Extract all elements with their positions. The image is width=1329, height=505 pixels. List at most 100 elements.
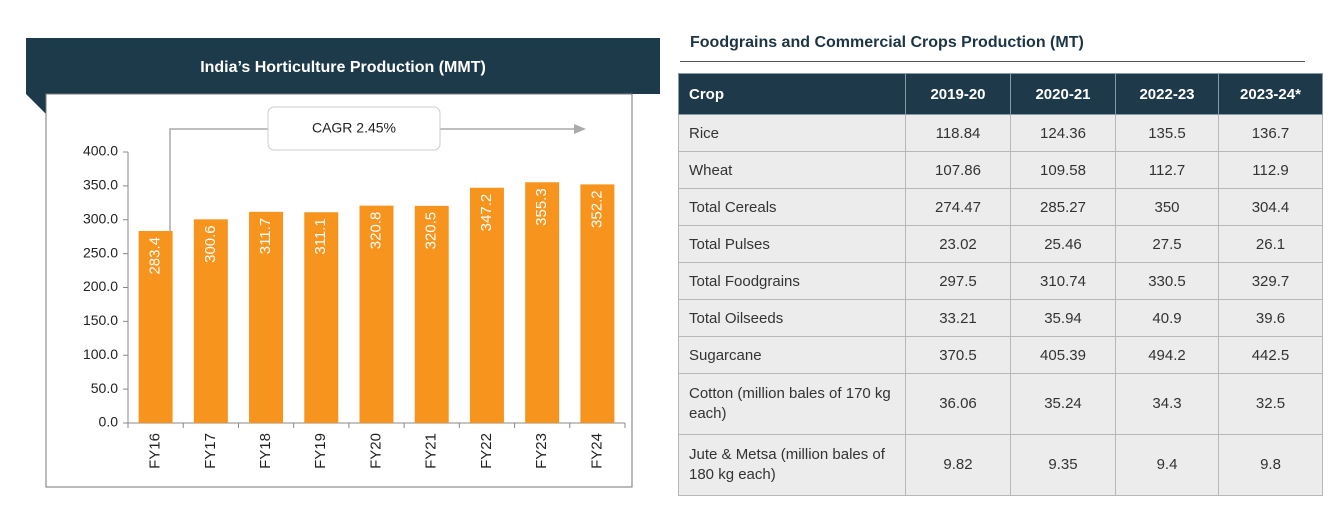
bar	[580, 184, 615, 423]
value-cell: 109.58	[1010, 151, 1116, 189]
x-tick-label: FY24	[588, 433, 605, 469]
table-row: Jute & Metsa (million bales of 180 kg ea…	[678, 434, 1323, 496]
value-cell: 118.84	[905, 114, 1011, 152]
crop-cell: Rice	[678, 114, 906, 152]
x-tick-label: FY18	[257, 433, 274, 469]
crop-cell: Total Foodgrains	[678, 262, 906, 300]
table-row: Total Foodgrains 297.5 310.74 330.5 329.7	[678, 262, 1323, 300]
x-tick-label: FY19	[312, 433, 329, 469]
bar	[304, 212, 339, 423]
value-cell: 35.24	[1010, 373, 1116, 435]
y-tick-label: 0.0	[99, 414, 119, 430]
data-label: 283.4	[147, 237, 164, 275]
value-cell: 112.7	[1115, 151, 1219, 189]
crop-cell: Jute & Metsa (million bales of 180 kg ea…	[678, 434, 906, 496]
value-cell: 370.5	[905, 336, 1011, 374]
value-cell: 36.06	[905, 373, 1011, 435]
bar	[469, 187, 504, 423]
data-label: 320.5	[423, 212, 440, 250]
value-cell: 494.2	[1115, 336, 1219, 374]
value-cell: 33.21	[905, 299, 1011, 337]
value-cell: 107.86	[905, 151, 1011, 189]
bar	[359, 205, 394, 423]
y-tick-label: 100.0	[83, 346, 118, 362]
value-cell: 135.5	[1115, 114, 1219, 152]
header-cell: 2019-20	[905, 73, 1011, 115]
crop-cell: Total Pulses	[678, 225, 906, 263]
value-cell: 136.7	[1218, 114, 1323, 152]
bar	[193, 219, 228, 423]
table-row: Total Pulses 23.02 25.46 27.5 26.1	[678, 225, 1323, 263]
y-tick-label: 250.0	[83, 244, 118, 260]
bar	[249, 211, 284, 423]
chart-header	[26, 38, 660, 94]
value-cell: 32.5	[1218, 373, 1323, 435]
value-cell: 442.5	[1218, 336, 1323, 374]
table-row: Total Oilseeds 33.21 35.94 40.9 39.6	[678, 299, 1323, 337]
value-cell: 35.94	[1010, 299, 1116, 337]
crop-cell: Total Cereals	[678, 188, 906, 226]
y-tick-label: 150.0	[83, 312, 118, 328]
chart: India’s Horticulture Production (MMT) CA…	[26, 38, 660, 488]
data-label: 311.1	[312, 218, 329, 254]
value-cell: 330.5	[1115, 262, 1219, 300]
value-cell: 9.82	[905, 434, 1011, 496]
y-tick-label: 200.0	[83, 278, 118, 294]
bar	[138, 230, 173, 423]
data-label: 355.3	[533, 188, 550, 226]
value-cell: 274.47	[905, 188, 1011, 226]
value-cell: 112.9	[1218, 151, 1323, 189]
x-tick-label: FY23	[533, 433, 550, 469]
table-row: Rice 118.84 124.36 135.5 136.7	[678, 114, 1323, 152]
y-tick-label: 300.0	[83, 210, 118, 226]
value-cell: 350	[1115, 188, 1219, 226]
crop-cell: Cotton (million bales of 170 kg each)	[678, 373, 906, 435]
x-tick-label: FY16	[147, 433, 164, 469]
value-cell: 23.02	[905, 225, 1011, 263]
bar	[414, 205, 449, 423]
x-tick-label: FY22	[478, 433, 495, 469]
table-title: Foodgrains and Commercial Crops Producti…	[690, 34, 1084, 51]
x-tick-label: FY17	[202, 433, 219, 469]
value-cell: 297.5	[905, 262, 1011, 300]
value-cell: 124.36	[1010, 114, 1116, 152]
crop-cell: Sugarcane	[678, 336, 906, 374]
crop-cell: Total Oilseeds	[678, 299, 906, 337]
value-cell: 405.39	[1010, 336, 1116, 374]
title-rule	[680, 61, 1305, 62]
arrow-head	[574, 124, 586, 134]
table-row: Sugarcane 370.5 405.39 494.2 442.5	[678, 336, 1323, 374]
value-cell: 39.6	[1218, 299, 1323, 337]
table-row: Wheat 107.86 109.58 112.7 112.9	[678, 151, 1323, 189]
data-label: 320.8	[367, 212, 384, 250]
value-cell: 9.35	[1010, 434, 1116, 496]
chart-frame	[45, 93, 633, 488]
table-row: Total Cereals 274.47 285.27 350 304.4	[678, 188, 1323, 226]
value-cell: 9.8	[1218, 434, 1323, 496]
annotation: CAGR 2.45%	[312, 120, 396, 136]
bar	[525, 182, 560, 423]
x-tick-label: FY20	[367, 433, 384, 469]
annotation-box	[267, 106, 441, 151]
chart-title: India’s Horticulture Production (MMT)	[200, 59, 486, 76]
value-cell: 9.4	[1115, 434, 1219, 496]
header-cell: 2020-21	[1010, 73, 1116, 115]
value-cell: 34.3	[1115, 373, 1219, 435]
table: Crop 2019-20 2020-21 2022-23 2023-24* Rice 118…	[678, 73, 1323, 496]
value-cell: 310.74	[1010, 262, 1116, 300]
value-cell: 27.5	[1115, 225, 1219, 263]
header-cell: 2023-24*	[1218, 73, 1323, 115]
crop-cell: Wheat	[678, 151, 906, 189]
y-tick-label: 400.0	[83, 143, 118, 159]
value-cell: 25.46	[1010, 225, 1116, 263]
header-row: Crop 2019-20 2020-21 2022-23 2023-24*	[678, 73, 1323, 115]
x-tick-label: FY21	[423, 433, 440, 469]
data-label: 347.2	[478, 194, 495, 232]
header-cell: Crop	[678, 73, 906, 115]
y-tick-label: 350.0	[83, 177, 118, 193]
value-cell: 329.7	[1218, 262, 1323, 300]
data-label: 300.6	[202, 225, 219, 263]
value-cell: 26.1	[1218, 225, 1323, 263]
table-row: Cotton (million bales of 170 kg each) 36.…	[678, 373, 1323, 435]
